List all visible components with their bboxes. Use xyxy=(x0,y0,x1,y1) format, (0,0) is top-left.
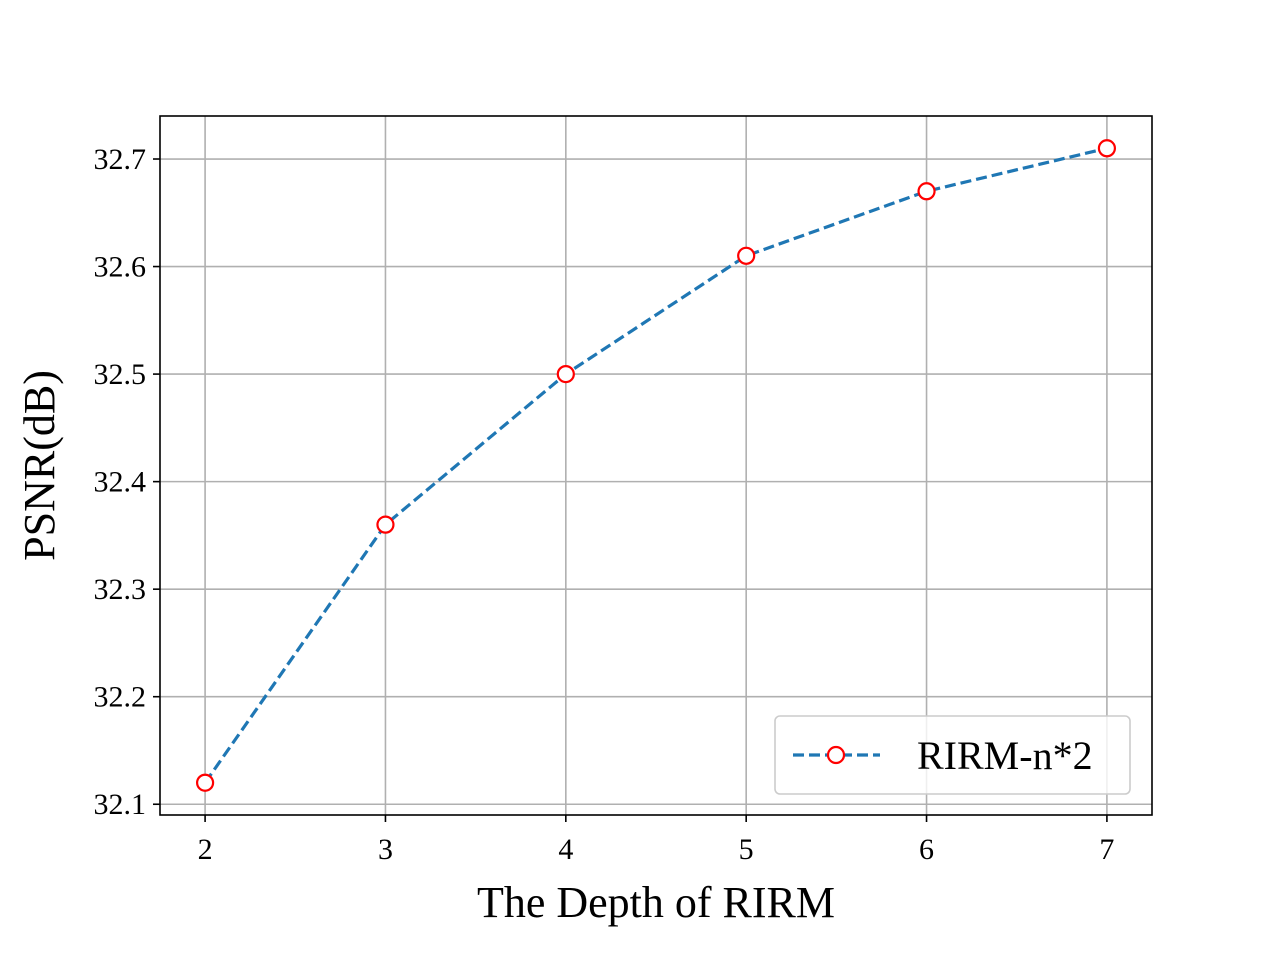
x-tick-label: 5 xyxy=(739,833,754,866)
data-point xyxy=(917,182,936,201)
data-point xyxy=(195,773,215,792)
legend: RIRM-n*2 xyxy=(774,715,1131,795)
x-tick-label: 6 xyxy=(919,833,934,866)
y-tick-label: 32.5 xyxy=(94,358,147,391)
y-axis-title: PSNR(dB) xyxy=(15,370,64,561)
x-axis-title: The Depth of RIRM xyxy=(477,878,835,927)
legend-label: RIRM-n*2 xyxy=(917,733,1093,778)
y-tick-labels: 32.1 32.2 32.3 32.4 32.5 32.6 32.7 xyxy=(94,143,147,821)
series-markers xyxy=(195,139,1117,792)
x-tick-label: 2 xyxy=(198,833,213,866)
y-tick-label: 32.4 xyxy=(94,466,147,499)
series-line xyxy=(203,146,1108,784)
data-point xyxy=(376,515,395,534)
y-tick-label: 32.1 xyxy=(94,788,147,821)
y-tick-label: 32.3 xyxy=(94,573,147,606)
x-tick-label: 4 xyxy=(558,833,573,866)
data-point xyxy=(556,364,575,384)
x-tick-label: 3 xyxy=(378,833,393,866)
series-lines xyxy=(203,146,1108,784)
y-tick-label: 32.2 xyxy=(94,681,147,714)
y-tick-label: 32.6 xyxy=(94,251,147,284)
x-tick-labels: 2 3 4 5 6 7 xyxy=(198,833,1115,866)
data-point xyxy=(737,246,756,265)
legend-box xyxy=(774,715,1131,795)
x-tick-label: 7 xyxy=(1099,833,1114,866)
y-tick-label: 32.7 xyxy=(94,143,147,176)
legend-marker-sample xyxy=(826,745,846,765)
plot-frame xyxy=(159,115,1153,816)
data-point xyxy=(1097,139,1117,158)
grid xyxy=(160,116,1152,815)
axis-ticks xyxy=(153,158,1108,822)
